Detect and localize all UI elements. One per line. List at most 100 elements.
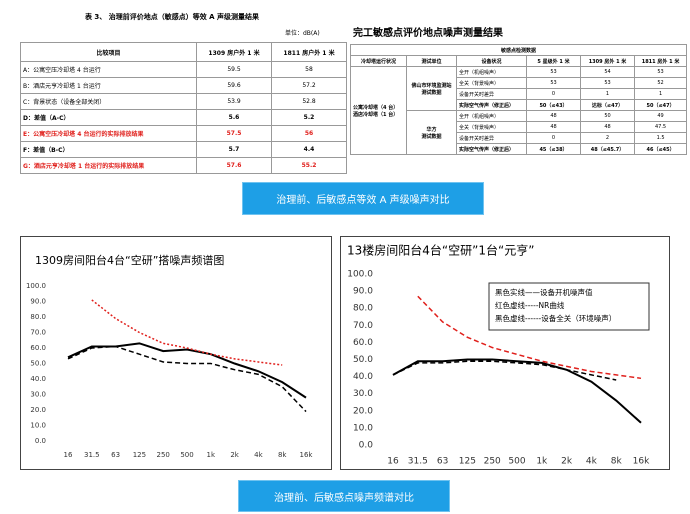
- cell: 50（≤43）: [526, 99, 581, 111]
- status-text: 酒店冷却塔（1 台）: [353, 111, 399, 118]
- cell: 0: [526, 132, 581, 144]
- header-row: 比较项目 1309 房户外 1 米 1811 房户外 1 米: [20, 42, 347, 62]
- cell: 53: [526, 77, 581, 89]
- cell: 54: [580, 66, 635, 78]
- cell: 52: [633, 77, 688, 89]
- row: 公寓冷却塔（4 台） 酒店冷却塔（1 台） 佛山市环境监测站 测试数据 全开（机组噪声）…: [350, 66, 688, 155]
- chart: 1309房间阳台4台“空研”搭噪声频谱图 0.0 10.0 20.0 30.0 40.0 5…: [20, 236, 332, 470]
- cell: 1: [580, 88, 635, 100]
- row: 实际空气传声（修正后） 45（≤38） 48（≤45.7） 46（≤45）: [351, 143, 688, 155]
- x-tick-label: 2k: [561, 457, 573, 467]
- row-label: G：酒店元亨冷却塔 1 台运行的实际排放结果: [20, 157, 197, 174]
- cell: 48: [526, 121, 581, 133]
- cell: 57.5: [196, 125, 272, 142]
- row-label: E：公寓空压冷却塔 4 台运行的实际排放结果: [20, 125, 197, 142]
- x-tick-label: 125: [459, 457, 476, 467]
- cell: 56: [271, 125, 347, 142]
- cell: 1: [633, 88, 688, 100]
- cell: 5.7: [196, 141, 272, 158]
- cell: 48（≤45.7）: [580, 143, 635, 155]
- y-tick-label: 50.0: [353, 355, 373, 365]
- x-tick-label: 4k: [586, 457, 598, 467]
- row: D：差值（A-C） 5.6 5.2: [20, 109, 347, 126]
- cell: 50: [580, 110, 635, 122]
- header-cell: 1811 房户外 1 米: [271, 42, 347, 62]
- unit-text: 华方: [426, 126, 437, 133]
- table1: 比较项目 1309 房户外 1 米 1811 房户外 1 米 A：公寓空压冷却塔 4 …: [20, 42, 347, 174]
- chart-title: 1309房间阳台4台“空研”搭噪声频谱图: [35, 253, 224, 267]
- cell: 达标（≤47）: [580, 99, 635, 111]
- row: E：公寓空压冷却塔 4 台运行的实际排放结果 57.5 56: [20, 125, 347, 142]
- x-tick-label: 16k: [300, 451, 314, 459]
- y-tick-label: 90.0: [353, 287, 373, 297]
- table2: 敏感点检测数据 冷却塔运行状况 测试单位 设备状况 5 星级外 1 米 1309 房外 1…: [349, 44, 688, 155]
- y-tick-label: 80.0: [30, 313, 46, 321]
- y-tick-label: 60.0: [30, 344, 46, 352]
- header-cell: 5 星级外 1 米: [526, 55, 581, 67]
- cell: 49: [633, 110, 688, 122]
- legend-label: 黑色虚线------设备全关（环境噪声）: [495, 313, 616, 323]
- row-label: F：差值（B-C）: [20, 141, 197, 158]
- status-cell: 公寓冷却塔（4 台） 酒店冷却塔（1 台）: [350, 66, 407, 155]
- cell: 50（≤47）: [633, 99, 688, 111]
- row-label: 全开（机组噪声）: [456, 66, 527, 78]
- row-label: 设备开关时差异: [456, 88, 527, 100]
- x-tick-label: 2k: [230, 451, 239, 459]
- unit-cell: 华方 测试数据: [406, 110, 457, 155]
- row: 全关（背景噪声） 48 48 47.5: [351, 121, 688, 133]
- unit-text: 测试数据: [421, 133, 442, 140]
- row: G：酒店元亨冷却塔 1 台运行的实际排放结果 57.6 55.2: [20, 157, 347, 174]
- row-label: D：差值（A-C）: [20, 109, 197, 126]
- row-label: 实际空气传声（修正后）: [456, 143, 527, 155]
- banner: 治理前、后敏感点等效 A 声级噪声对比: [242, 182, 484, 215]
- x-tick-label: 500: [180, 451, 193, 459]
- cell: 46（≤45）: [633, 143, 688, 155]
- y-tick-label: 80.0: [353, 304, 373, 314]
- cell: 53: [526, 66, 581, 78]
- table1-unit: 单位：dB(A): [285, 30, 320, 37]
- cell: 1.5: [633, 132, 688, 144]
- row-label: 设备开关时差异: [456, 132, 527, 144]
- header-row: 敏感点检测数据: [349, 44, 688, 56]
- row-label: A：公寓空压冷却塔 4 台运行: [20, 61, 197, 78]
- header-cell: 设备状况: [456, 55, 527, 67]
- x-tick-label: 16: [387, 457, 399, 467]
- y-tick-label: 70.0: [353, 321, 373, 331]
- y-tick-label: 30.0: [353, 389, 373, 399]
- x-tick-label: 63: [437, 457, 448, 467]
- header-cell: 比较项目: [20, 42, 197, 62]
- header-cell: 1811 房外 1 米: [633, 55, 688, 67]
- table1-title: 表 3、 治理前评价地点（敏感点）等效 A 声级测量结果: [85, 13, 260, 21]
- header-cell: 冷却塔运行状况: [350, 55, 407, 67]
- unit-text: 佛山市环境监测站: [411, 82, 452, 89]
- header-cell: 1309 房外 1 米: [580, 55, 635, 67]
- y-tick-label: 30.0: [30, 391, 46, 399]
- legend-label: 红色虚线-----NR曲线: [495, 300, 565, 310]
- x-tick-label: 1k: [207, 451, 216, 459]
- x-tick-label: 63: [111, 451, 120, 459]
- row: F：差值（B-C） 5.7 4.4: [20, 141, 347, 158]
- cell: 57.6: [196, 157, 272, 174]
- series-line: [392, 360, 617, 381]
- chart-title: 13楼房间阳台4台“空研”1台“元亨”: [347, 243, 534, 258]
- x-tick-label: 500: [508, 457, 525, 467]
- row-label: C：背景状态（设备全部关闭）: [20, 93, 197, 110]
- cell: 47.5: [633, 121, 688, 133]
- y-tick-label: 0.0: [359, 441, 374, 451]
- cell: 57.2: [271, 77, 347, 94]
- y-tick-label: 100.0: [347, 270, 373, 280]
- x-tick-label: 1k: [536, 457, 548, 467]
- x-tick-label: 16: [64, 451, 73, 459]
- cell: 58: [271, 61, 347, 78]
- cell: 53: [580, 77, 635, 89]
- header-row: 冷却塔运行状况 测试单位 设备状况 5 星级外 1 米 1309 房外 1 米 1811 …: [350, 55, 688, 67]
- cell: 5.2: [271, 109, 347, 126]
- cell: 53: [633, 66, 688, 78]
- cell: 59.5: [196, 61, 272, 78]
- y-tick-label: 60.0: [353, 338, 373, 348]
- series-line: [67, 342, 307, 399]
- series-line: [417, 295, 642, 380]
- banner: 治理前、后敏感点噪声频谱对比: [238, 480, 450, 512]
- legend-label: 黑色实线——设备开机噪声值: [495, 287, 593, 297]
